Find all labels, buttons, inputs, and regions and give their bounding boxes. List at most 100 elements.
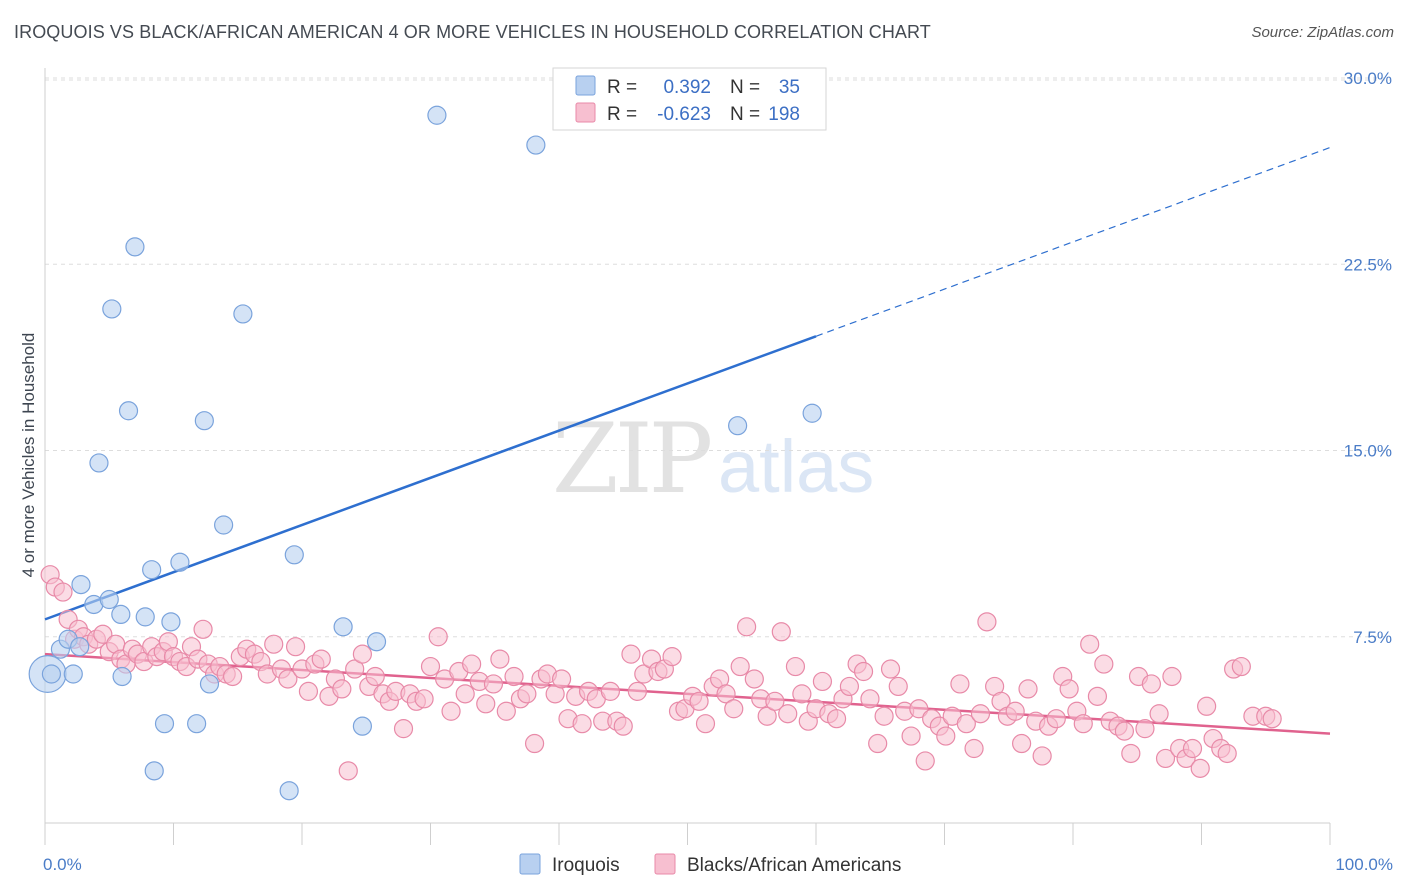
point-blacks-146 [1011, 733, 1032, 754]
point-blacks-168 [1162, 666, 1182, 687]
point-blacks-48 [338, 761, 358, 781]
point-iroquois-15 [135, 607, 155, 627]
point-blacks-82 [572, 714, 592, 734]
y-tick-label-3: 30.0% [1344, 69, 1392, 88]
point-blacks-66 [462, 654, 482, 674]
series-blacks-points [40, 565, 1282, 781]
legend-swatch-iroquois [575, 75, 596, 96]
point-iroquois-18 [154, 714, 175, 734]
point-blacks-71 [496, 701, 516, 721]
point-iroquois-1 [41, 664, 62, 684]
point-iroquois-21 [187, 714, 207, 734]
point-blacks-128 [888, 676, 908, 697]
point-blacks-37 [264, 634, 284, 654]
point-blacks-44 [311, 649, 331, 669]
point-blacks-173 [1197, 696, 1217, 716]
point-blacks-70 [490, 649, 510, 669]
point-iroquois-6 [71, 574, 91, 595]
point-blacks-138 [956, 714, 976, 734]
point-iroquois-20 [170, 552, 190, 572]
point-blacks-147 [1018, 679, 1038, 699]
point-iroquois-22 [194, 411, 214, 431]
point-blacks-117 [812, 671, 833, 692]
point-blacks-124 [860, 689, 880, 709]
legend-n-value-1: 35 [779, 77, 800, 98]
point-blacks-100 [695, 714, 716, 734]
point-blacks-181 [1262, 709, 1282, 729]
point-blacks-140 [970, 704, 991, 724]
point-blacks-61 [428, 627, 448, 647]
x-tick-label-0: 0.0% [43, 855, 82, 874]
point-blacks-176 [1217, 743, 1237, 764]
point-blacks-112 [778, 704, 798, 724]
point-blacks-158 [1094, 654, 1114, 674]
source-label: Source: ZipAtlas.com [1251, 24, 1394, 41]
point-blacks-165 [1141, 674, 1161, 694]
point-blacks-171 [1182, 738, 1203, 759]
point-blacks-149 [1032, 746, 1052, 766]
point-iroquois-33 [728, 416, 748, 436]
legend-r-value-2: -0.623 [657, 104, 711, 125]
point-blacks-155 [1073, 714, 1093, 734]
point-blacks-86 [600, 681, 621, 701]
point-blacks-166 [1149, 704, 1169, 724]
point-blacks-141 [977, 612, 997, 632]
point-blacks-103 [716, 684, 736, 704]
point-blacks-60 [420, 656, 441, 677]
point-blacks-42 [298, 681, 319, 701]
point-blacks-107 [744, 669, 764, 689]
point-iroquois-14 [125, 237, 145, 257]
point-blacks-88 [613, 716, 633, 736]
legend-n-label-1: N = [730, 77, 760, 98]
bottom-legend-label-iroquois: Iroquois [552, 855, 620, 876]
point-blacks-2 [53, 582, 73, 602]
point-blacks-105 [730, 656, 750, 677]
point-iroquois-28 [333, 617, 353, 637]
point-blacks-164 [1135, 719, 1155, 739]
point-blacks-89 [621, 644, 641, 664]
point-blacks-125 [868, 733, 888, 754]
bottom-legend: Iroquois Blacks/African Americans [519, 853, 901, 876]
point-blacks-63 [441, 701, 461, 721]
point-blacks-119 [826, 709, 847, 729]
point-iroquois-8 [89, 453, 109, 473]
point-blacks-40 [285, 637, 306, 657]
point-blacks-49 [345, 659, 365, 679]
point-iroquois-27 [284, 545, 304, 565]
watermark-zip: ZIP [552, 403, 711, 515]
point-blacks-139 [964, 738, 984, 759]
point-iroquois-17 [144, 761, 164, 781]
point-blacks-50 [352, 644, 372, 664]
point-blacks-59 [414, 689, 434, 709]
point-iroquois-24 [214, 515, 234, 535]
point-iroquois-19 [161, 612, 181, 632]
chart-title: IROQUOIS VS BLACK/AFRICAN AMERICAN 4 OR … [14, 22, 931, 42]
point-iroquois-34 [802, 403, 822, 423]
point-blacks-172 [1190, 758, 1210, 778]
point-blacks-104 [724, 699, 744, 719]
trend-iroquois-extension [815, 146, 1331, 337]
point-iroquois-32 [526, 135, 546, 155]
watermark-atlas: atlas [718, 425, 874, 508]
point-blacks-68 [476, 694, 496, 714]
bottom-legend-swatch-iroquois [519, 853, 541, 875]
point-blacks-126 [874, 706, 894, 726]
point-iroquois-12 [112, 666, 132, 687]
y-tick-label-2: 22.5% [1344, 255, 1392, 274]
point-iroquois-10 [102, 299, 122, 319]
point-iroquois-26 [279, 781, 299, 801]
point-iroquois-9 [99, 589, 119, 610]
bottom-legend-swatch-blacks [654, 853, 676, 875]
point-blacks-121 [839, 676, 860, 697]
point-blacks-131 [909, 699, 929, 719]
point-blacks-130 [901, 726, 921, 746]
x-tick-label-1: 100.0% [1335, 855, 1393, 874]
gridlines [45, 77, 1390, 638]
legend: R = 0.392 N = 35 R = -0.623 N = 198 [552, 67, 827, 131]
point-blacks-110 [765, 691, 785, 711]
y-tick-label-1: 15.0% [1344, 442, 1392, 461]
point-blacks-31 [223, 666, 243, 687]
point-iroquois-23 [199, 674, 220, 694]
point-blacks-99 [689, 691, 709, 711]
